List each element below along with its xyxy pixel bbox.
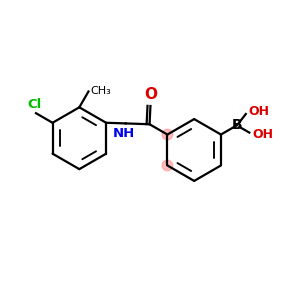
Text: CH₃: CH₃	[91, 86, 112, 96]
Text: OH: OH	[248, 105, 269, 119]
Text: B: B	[231, 118, 242, 132]
Text: Cl: Cl	[27, 98, 42, 111]
Circle shape	[162, 129, 173, 140]
Text: O: O	[144, 87, 157, 102]
Circle shape	[162, 160, 173, 171]
Text: OH: OH	[252, 128, 273, 141]
Text: NH: NH	[113, 127, 135, 140]
